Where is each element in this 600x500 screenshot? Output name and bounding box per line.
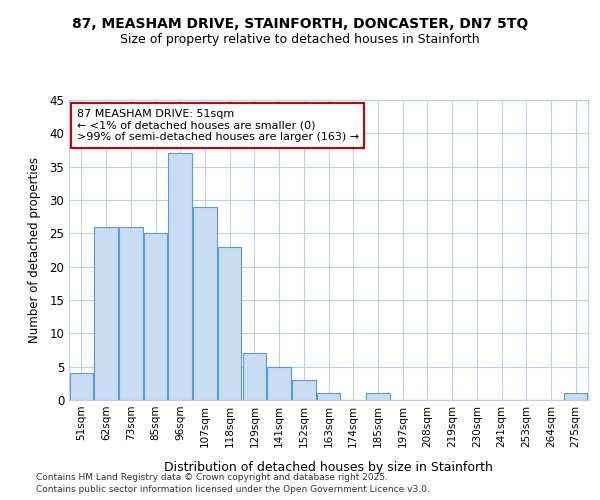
X-axis label: Distribution of detached houses by size in Stainforth: Distribution of detached houses by size … <box>164 461 493 474</box>
Text: Contains public sector information licensed under the Open Government Licence v3: Contains public sector information licen… <box>36 485 430 494</box>
Bar <box>169 154 192 400</box>
Bar <box>292 380 316 400</box>
Bar <box>119 226 143 400</box>
Text: Contains HM Land Registry data © Crown copyright and database right 2025.: Contains HM Land Registry data © Crown c… <box>36 472 388 482</box>
Bar <box>144 234 167 400</box>
Bar <box>268 366 291 400</box>
Bar <box>317 394 340 400</box>
Bar <box>242 354 266 400</box>
Bar <box>70 374 93 400</box>
Bar <box>366 394 389 400</box>
Y-axis label: Number of detached properties: Number of detached properties <box>28 157 41 343</box>
Bar <box>193 206 217 400</box>
Bar <box>94 226 118 400</box>
Bar <box>564 394 587 400</box>
Text: Size of property relative to detached houses in Stainforth: Size of property relative to detached ho… <box>120 32 480 46</box>
Text: 87 MEASHAM DRIVE: 51sqm
← <1% of detached houses are smaller (0)
>99% of semi-de: 87 MEASHAM DRIVE: 51sqm ← <1% of detache… <box>77 109 359 142</box>
Text: 87, MEASHAM DRIVE, STAINFORTH, DONCASTER, DN7 5TQ: 87, MEASHAM DRIVE, STAINFORTH, DONCASTER… <box>72 18 528 32</box>
Bar <box>218 246 241 400</box>
